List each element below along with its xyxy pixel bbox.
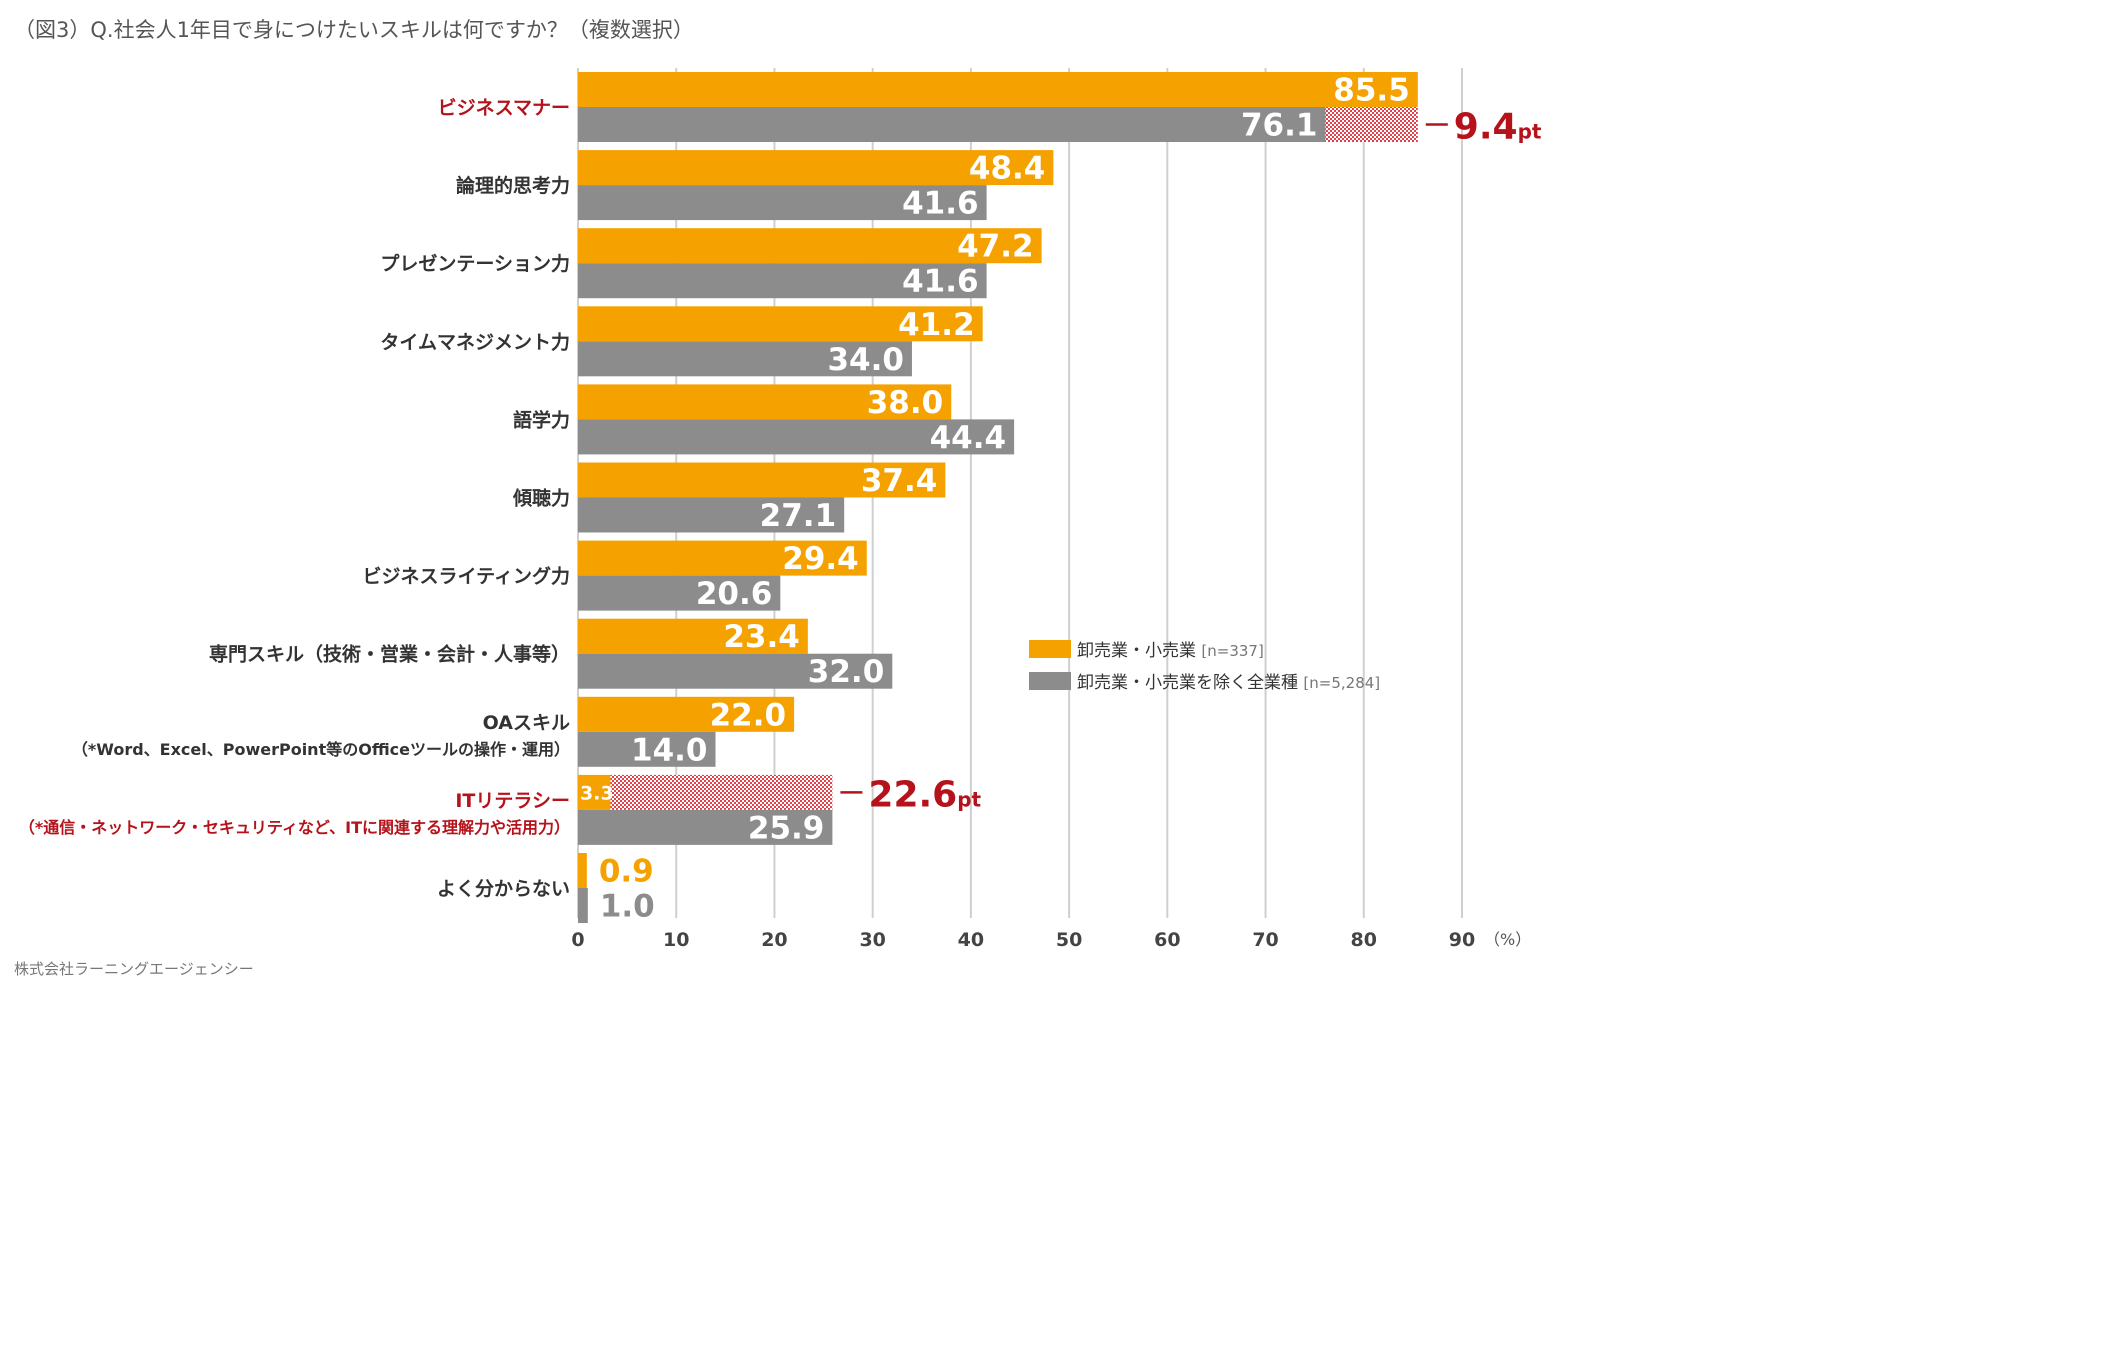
bar-series-2 <box>578 185 987 221</box>
x-tick-label: 40 <box>958 929 984 951</box>
category-label: プレゼンテーション力 <box>380 252 570 275</box>
category-label: OAスキル <box>483 712 570 734</box>
x-tick-label: 0 <box>571 929 584 951</box>
category-label: 論理的思考力 <box>456 174 570 197</box>
bar-chart: 9.4pt85.576.148.441.647.241.641.234.038.… <box>19 68 1542 951</box>
x-axis: 0 10 20 30 40 50 60 70 80 90 （%） <box>571 929 1531 951</box>
bar-series-2 <box>578 653 893 689</box>
bar-series-1 <box>578 618 808 654</box>
data-label: 1.0 <box>600 889 655 925</box>
x-tick-label: 50 <box>1056 929 1082 951</box>
category-label: ITリテラシー <box>455 790 570 812</box>
bar-series-2 <box>578 107 1326 142</box>
data-label: 29.4 <box>782 541 859 577</box>
bar-series-1 <box>578 540 867 576</box>
data-label: 47.2 <box>957 229 1034 265</box>
data-label: 22.0 <box>710 697 787 733</box>
data-label: 85.5 <box>1333 73 1410 109</box>
category-label: 語学力 <box>513 408 570 431</box>
category-label: 傾聴力 <box>512 487 570 510</box>
bar-series-1 <box>578 853 587 888</box>
legend: 卸売業・小売業 [n=337] 卸売業・小売業を除く全業種 [n=5,284] <box>1029 640 1380 693</box>
category-sublabel: （*Word、Excel、PowerPoint等のOfficeツールの操作・運用… <box>72 740 570 759</box>
data-label: 34.0 <box>827 342 904 378</box>
data-label: 27.1 <box>760 498 837 534</box>
legend-label: 卸売業・小売業 [n=337] <box>1077 641 1264 661</box>
category-label: よく分からない <box>437 878 570 900</box>
data-label: 23.4 <box>723 619 800 655</box>
bar-series-1 <box>578 462 946 498</box>
legend-swatch <box>1029 672 1071 690</box>
data-label: 25.9 <box>748 810 825 846</box>
x-tick-label: 20 <box>761 929 787 951</box>
bar-series-1 <box>578 384 952 420</box>
bar-series-1 <box>578 150 1054 186</box>
data-label: 14.0 <box>631 732 708 768</box>
source-credit: 株式会社ラーニングエージェンシー <box>14 960 254 978</box>
x-tick-label: 10 <box>663 929 689 951</box>
chart-title: （図3）Q.社会人1年目で身につけたいスキルは何ですか？（複数選択） <box>14 18 694 42</box>
bar-series-2 <box>578 263 987 299</box>
data-label: 38.0 <box>867 385 944 421</box>
bar-series-1 <box>578 306 983 342</box>
bar-series-1 <box>578 72 1418 107</box>
data-label: 48.4 <box>969 151 1046 187</box>
data-label: 41.6 <box>902 186 979 222</box>
data-label: 41.2 <box>898 307 975 343</box>
bar-series-1 <box>578 228 1042 264</box>
data-label: 0.9 <box>599 854 654 890</box>
difference-fill <box>610 774 833 810</box>
difference-label: 9.4pt <box>1454 107 1542 148</box>
data-label: 37.4 <box>861 463 938 499</box>
category-label: ビジネスライティング力 <box>363 565 570 588</box>
data-label: 44.4 <box>930 420 1007 456</box>
category-sublabel: （*通信・ネットワーク・セキュリティなど、ITに関連する理解力や活用力） <box>19 818 570 837</box>
category-label: 専門スキル（技術・営業・会計・人事等） <box>209 643 570 666</box>
bar-series-2 <box>578 575 781 611</box>
x-tick-label: 30 <box>859 929 885 951</box>
bar-series-2 <box>578 341 912 377</box>
data-label: 20.6 <box>696 576 773 612</box>
bars: 9.4pt85.576.148.441.647.241.641.234.038.… <box>578 72 1542 925</box>
bar-series-2 <box>578 419 1015 455</box>
data-label: 3.3 <box>580 782 614 804</box>
x-tick-label: 60 <box>1154 929 1180 951</box>
legend-swatch <box>1029 640 1071 658</box>
category-label: タイムマネジメント力 <box>380 330 570 353</box>
legend-label: 卸売業・小売業を除く全業種 [n=5,284] <box>1077 673 1380 693</box>
bar-series-2 <box>578 888 588 923</box>
data-label: 32.0 <box>808 654 885 690</box>
data-label: 76.1 <box>1241 108 1318 144</box>
x-tick-label: 70 <box>1252 929 1278 951</box>
category-labels: ビジネスマナー論理的思考力プレゼンテーション力タイムマネジメント力語学力傾聴力ビ… <box>19 97 570 900</box>
bar-series-2 <box>578 731 716 767</box>
bar-series-1 <box>578 696 795 732</box>
data-label: 41.6 <box>902 264 979 300</box>
x-tick-label: 80 <box>1351 929 1377 951</box>
difference-fill <box>1325 107 1418 142</box>
bar-series-2 <box>578 497 845 533</box>
category-label: ビジネスマナー <box>438 97 570 119</box>
x-unit-label: （%） <box>1484 930 1531 949</box>
x-tick-label: 90 <box>1449 929 1475 951</box>
difference-label: 22.6pt <box>868 774 981 815</box>
bar-series-1 <box>578 774 611 810</box>
bar-series-2 <box>578 809 833 845</box>
